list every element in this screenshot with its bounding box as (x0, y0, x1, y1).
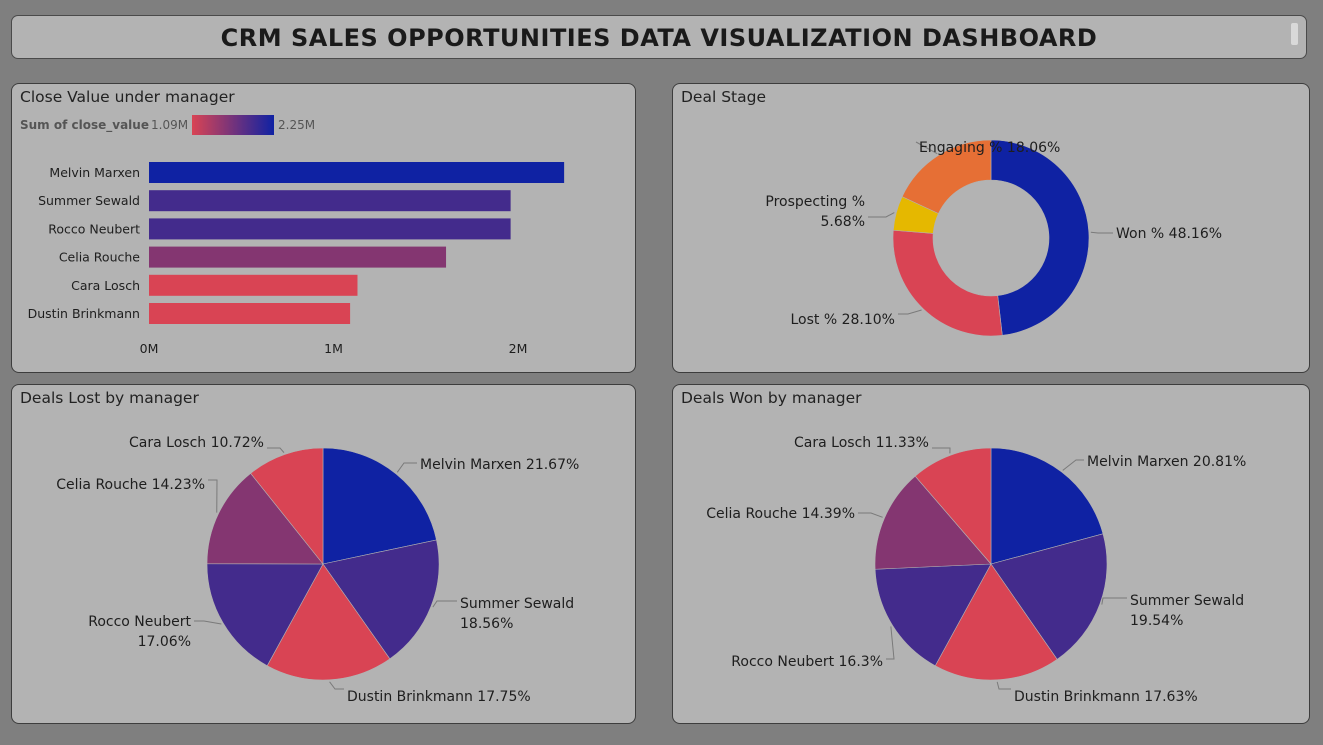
close-value-bar-chart: Melvin Marxen Summer Sewald Rocco Neubert C… (28, 162, 565, 356)
deals-lost-panel[interactable]: Deals Lost by manager Melvin Marxen 21.6… (11, 384, 636, 724)
slice-label-value-prospecting: 5.68% (821, 214, 865, 230)
slice-label-dustin-brinkmann-17-75: Dustin Brinkmann 17.75% (347, 689, 531, 705)
x-tick-label-1: 1M (324, 341, 343, 356)
leader-line-won-48-16 (1090, 231, 1113, 234)
slice-label-melvin-marxen-20-81: Melvin Marxen 20.81% (1087, 454, 1246, 470)
slice-celia-rouche-14-39[interactable] (874, 475, 992, 570)
slice-dustin-brinkmann-17-63[interactable] (934, 563, 1058, 681)
x-tick-label-0: 0M (140, 341, 159, 356)
category-label-cara-losch: Cara Losch (71, 278, 140, 293)
deal-stage-title: Deal Stage (681, 88, 766, 106)
close-value-panel[interactable]: Close Value under manager Sum of close_v… (11, 83, 636, 373)
dashboard-title: CRM SALES OPPORTUNITIES DATA VISUALIZATI… (220, 24, 1098, 52)
leader-line-prospecting (868, 212, 895, 218)
slice-label-celia-rouche-14-39: Celia Rouche 14.39% (706, 506, 855, 522)
slice-label-rocco-neubert: Rocco Neubert (88, 614, 191, 630)
slice-label-cara-losch-11-33: Cara Losch 11.33% (794, 435, 929, 451)
category-label-celia-rouche: Celia Rouche (59, 250, 140, 265)
category-label-rocco-neubert: Rocco Neubert (48, 221, 140, 236)
category-label-summer-sewald: Summer Sewald (38, 193, 140, 208)
deals-won-pie-chart: Melvin Marxen 20.81% Summer Sewald 19.54% D… (706, 435, 1246, 705)
slice-cara-losch-11-33[interactable] (914, 447, 992, 565)
leader-line-melvin-marxen-20-81 (1062, 459, 1084, 471)
color-legend-gradient (192, 115, 274, 135)
slice-summer-sewald[interactable] (322, 539, 440, 660)
deals-lost-title: Deals Lost by manager (20, 389, 199, 407)
leader-line-dustin-brinkmann-17-63 (996, 681, 1011, 690)
slice-label-value-summer-sewald: 19.54% (1130, 613, 1183, 629)
slice-label-engaging-18-06: Engaging % 18.06% (919, 140, 1060, 156)
slice-label-summer-sewald: Summer Sewald (1130, 593, 1244, 609)
slice-engaging-18-06[interactable] (901, 139, 992, 214)
deals-lost-pie-chart: Melvin Marxen 21.67% Summer Sewald 18.56% D… (56, 435, 579, 705)
dashboard-header: CRM SALES OPPORTUNITIES DATA VISUALIZATI… (11, 15, 1307, 59)
slice-won-48-16[interactable] (990, 139, 1090, 336)
deals-won-title: Deals Won by manager (681, 389, 862, 407)
slice-label-cara-losch-10-72: Cara Losch 10.72% (129, 435, 264, 451)
slice-label-value-rocco-neubert: 17.06% (138, 634, 191, 650)
deal-stage-panel[interactable]: Deal Stage Won % 48.16% Lost % 28.10% Pros… (672, 83, 1310, 373)
slice-label-prospecting: Prospecting % (765, 194, 865, 210)
leader-line-rocco-neubert (194, 620, 222, 625)
header-scrollbar[interactable] (1291, 23, 1298, 45)
leader-line-celia-rouche-14-23 (208, 479, 218, 513)
deal-stage-donut-chart: Won % 48.16% Lost % 28.10% Prospecting % 5.… (765, 139, 1222, 337)
category-label-melvin-marxen: Melvin Marxen (49, 165, 140, 180)
slice-melvin-marxen-21-67[interactable] (322, 447, 437, 565)
slice-label-dustin-brinkmann-17-63: Dustin Brinkmann 17.63% (1014, 689, 1198, 705)
leader-line-rocco-neubert-16-3 (886, 626, 895, 660)
slice-rocco-neubert[interactable] (206, 563, 324, 667)
slice-label-rocco-neubert-16-3: Rocco Neubert 16.3% (731, 654, 883, 670)
leader-line-lost-28-10 (898, 309, 922, 315)
bar-rocco-neubert[interactable] (149, 218, 511, 240)
leader-line-dustin-brinkmann-17-75 (329, 681, 344, 690)
slice-label-lost-28-10: Lost % 28.10% (791, 312, 896, 328)
slice-label-value-summer-sewald: 18.56% (460, 616, 513, 632)
slice-rocco-neubert-16-3[interactable] (874, 563, 992, 667)
deals-won-panel[interactable]: Deals Won by manager Melvin Marxen 20.81… (672, 384, 1310, 724)
slice-label-won-48-16: Won % 48.16% (1116, 226, 1222, 242)
color-legend-label: Sum of close_value (20, 118, 149, 132)
slice-melvin-marxen-20-81[interactable] (990, 447, 1104, 565)
slice-label-celia-rouche-14-23: Celia Rouche 14.23% (56, 477, 205, 493)
bar-melvin-marxen[interactable] (149, 162, 565, 183)
slice-lost-28-10[interactable] (892, 229, 1003, 337)
slice-celia-rouche-14-23[interactable] (206, 472, 324, 565)
leader-line-summer-sewald (1101, 597, 1127, 605)
slice-summer-sewald[interactable] (990, 533, 1108, 660)
bar-celia-rouche[interactable] (149, 246, 447, 268)
leader-line-cara-losch-10-72 (267, 447, 285, 453)
leader-line-celia-rouche-14-39 (858, 512, 883, 518)
leader-line-engaging-18-06 (915, 141, 938, 155)
bar-summer-sewald[interactable] (149, 190, 511, 212)
slice-label-summer-sewald: Summer Sewald (460, 596, 574, 612)
leader-line-melvin-marxen-21-67 (396, 462, 417, 473)
color-legend-min: 1.09M (151, 118, 189, 132)
leader-line-summer-sewald (432, 600, 457, 608)
slice-cara-losch-10-72[interactable] (250, 447, 324, 565)
bar-cara-losch[interactable] (149, 274, 358, 296)
x-tick-label-2: 2M (509, 341, 528, 356)
leader-line-cara-losch-11-33 (932, 447, 951, 454)
category-label-dustin-brinkmann: Dustin Brinkmann (28, 306, 140, 321)
bar-dustin-brinkmann[interactable] (149, 303, 351, 324)
close-value-title: Close Value under manager (20, 88, 235, 106)
slice-label-melvin-marxen-21-67: Melvin Marxen 21.67% (420, 457, 579, 473)
color-legend-max: 2.25M (278, 118, 316, 132)
slice-dustin-brinkmann-17-75[interactable] (266, 563, 391, 681)
